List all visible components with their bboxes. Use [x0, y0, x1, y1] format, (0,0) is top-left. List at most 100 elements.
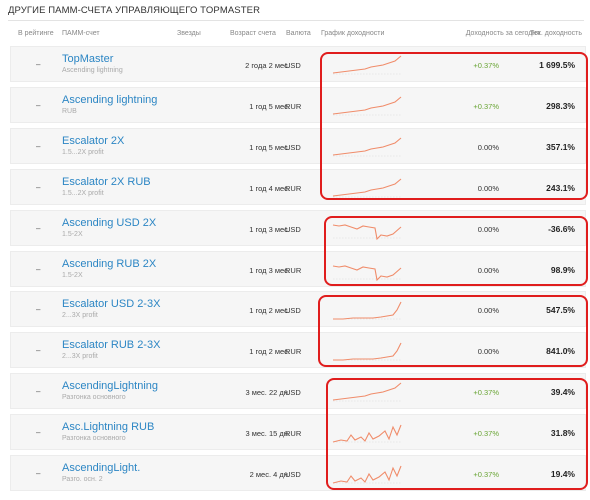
current-yield: 547.5%: [546, 305, 575, 315]
table-row[interactable]: – Escalator USD 2-3X 2...3X profit 1 год 2 …: [10, 291, 586, 327]
account-strategy-label: 2...3X profit: [62, 353, 98, 360]
current-yield: 243.1%: [546, 183, 575, 193]
current-yield: 31.8%: [550, 428, 575, 438]
sparkline-path: [332, 224, 402, 241]
yield-sparkline[interactable]: [331, 94, 403, 118]
table-row[interactable]: – Asc.Lightning RUB Разгонка основного 3 ме…: [10, 414, 586, 450]
sparkline-path: [333, 342, 402, 361]
account-name-link[interactable]: Ascending USD 2X: [62, 217, 157, 229]
yield-sparkline[interactable]: [331, 380, 403, 404]
yield-sparkline[interactable]: [331, 53, 403, 77]
account-currency: USD: [285, 388, 301, 397]
table-row[interactable]: – Escalator RUB 2-3X 2...3X profit 1 год 2 …: [10, 332, 586, 368]
rating-value: –: [36, 224, 41, 233]
account-strategy-label: 2...3X profit: [62, 312, 98, 319]
account-strategy-label: Разгонка основного: [62, 435, 126, 442]
current-yield: 357.1%: [546, 142, 575, 152]
table-row[interactable]: – Ascending RUB 2X 1.5-2X 1 год 3 мес. RUR 0.…: [10, 251, 586, 287]
sparkline-path: [333, 301, 402, 320]
account-name-link[interactable]: AscendingLightning: [62, 380, 159, 392]
yield-sparkline[interactable]: [331, 462, 403, 486]
yield-sparkline[interactable]: [331, 258, 403, 282]
yield-today: +0.37%: [473, 61, 499, 70]
account-age: 1 год 5 мес.: [249, 143, 290, 152]
sparkline-path: [332, 96, 402, 115]
col-header-yield-today[interactable]: Доходность за сегодня: [465, 30, 540, 37]
account-name-link[interactable]: TopMaster: [62, 53, 114, 65]
yield-today: 0.00%: [477, 306, 499, 315]
title-divider: [8, 20, 584, 21]
yield-sparkline[interactable]: [331, 217, 403, 241]
account-currency: USD: [285, 61, 301, 70]
table-row[interactable]: – Escalator 2X RUB 1.5...2X profit 1 год 4 …: [10, 169, 586, 205]
table-row[interactable]: – AscendingLight. Разго. осн. 2 2 мес. 4 дн…: [10, 455, 586, 491]
account-age: 2 года 2 мес.: [245, 61, 290, 70]
yield-sparkline[interactable]: [331, 135, 403, 159]
current-yield: -36.6%: [548, 224, 575, 234]
yield-today: +0.37%: [473, 102, 499, 111]
account-currency: USD: [285, 225, 301, 234]
account-currency: RUR: [285, 429, 302, 438]
account-currency: RUR: [285, 102, 302, 111]
yield-today: +0.37%: [473, 470, 499, 479]
col-header-currency[interactable]: Валюта: [286, 30, 311, 37]
table-row[interactable]: – Ascending USD 2X 1.5-2X 1 год 3 мес. USD 0.…: [10, 210, 586, 246]
account-name-link[interactable]: Asc.Lightning RUB: [62, 421, 155, 433]
rating-value: –: [36, 142, 41, 151]
account-strategy-label: 1.5...2X profit: [62, 190, 104, 197]
col-header-stars[interactable]: Звезды: [177, 30, 201, 37]
account-age: 2 мес. 4 дн.: [249, 470, 290, 479]
current-yield: 39.4%: [550, 387, 575, 397]
rating-value: –: [36, 183, 41, 192]
table-row[interactable]: – TopMaster Ascending lightning 2 года 2 ме…: [10, 46, 586, 82]
rating-value: –: [36, 387, 41, 396]
current-yield: 298.3%: [546, 101, 575, 111]
account-name-link[interactable]: Escalator USD 2-3X: [62, 298, 161, 310]
sparkline-path: [332, 465, 402, 484]
col-header-chart: График доходности: [321, 30, 385, 37]
account-name-link[interactable]: Escalator 2X: [62, 135, 125, 147]
sparkline-path: [332, 265, 402, 282]
account-strategy-label: Ascending lightning: [62, 67, 123, 74]
col-header-rating[interactable]: В рейтинге: [18, 30, 54, 37]
col-header-age[interactable]: Возраст счета: [230, 30, 276, 37]
account-strategy-label: Разгонка основного: [62, 394, 126, 401]
account-strategy-label: 1.5...2X profit: [62, 149, 104, 156]
table-row[interactable]: – Escalator 2X 1.5...2X profit 1 год 5 мес.…: [10, 128, 586, 164]
rating-value: –: [36, 60, 41, 69]
account-strategy-label: RUB: [62, 108, 77, 115]
yield-today: +0.37%: [473, 429, 499, 438]
account-strategy-label: 1.5-2X: [62, 272, 83, 279]
yield-sparkline[interactable]: [331, 421, 403, 445]
sparkline-path: [332, 137, 402, 156]
account-currency: RUR: [285, 184, 302, 193]
account-name-link[interactable]: Escalator RUB 2-3X: [62, 339, 161, 351]
col-header-account[interactable]: ПАММ-счет: [62, 30, 100, 37]
col-header-current-yield[interactable]: Тек. доходность: [530, 30, 582, 37]
current-yield: 98.9%: [550, 265, 575, 275]
account-strategy-label: Разго. осн. 2: [62, 476, 103, 483]
account-currency: USD: [285, 143, 301, 152]
yield-sparkline[interactable]: [331, 298, 403, 322]
yield-today: 0.00%: [477, 184, 499, 193]
yield-today: 0.00%: [477, 225, 499, 234]
sparkline-path: [332, 178, 402, 197]
account-age: 1 год 3 мес.: [249, 225, 290, 234]
account-name-link[interactable]: Ascending lightning: [62, 94, 158, 106]
yield-today: 0.00%: [477, 266, 499, 275]
sparkline-path: [332, 55, 402, 74]
account-age: 1 год 2 мес.: [249, 347, 290, 356]
rating-value: –: [36, 305, 41, 314]
account-age: 1 год 5 мес.: [249, 102, 290, 111]
account-name-link[interactable]: Escalator 2X RUB: [62, 176, 151, 188]
table-row[interactable]: – AscendingLightning Разгонка основного 3 м…: [10, 373, 586, 409]
account-name-link[interactable]: AscendingLight.: [62, 462, 141, 474]
yield-sparkline[interactable]: [331, 176, 403, 200]
yield-sparkline[interactable]: [331, 339, 403, 363]
rating-value: –: [36, 469, 41, 478]
section-title: ДРУГИЕ ПАММ-СЧЕТА УПРАВЛЯЮЩЕГО TOPMASTER: [8, 5, 261, 16]
account-name-link[interactable]: Ascending RUB 2X: [62, 258, 157, 270]
rating-value: –: [36, 101, 41, 110]
table-row[interactable]: – Ascending lightning RUB 1 год 5 мес. RUR +0…: [10, 87, 586, 123]
account-age: 3 мес. 22 дн.: [245, 388, 290, 397]
